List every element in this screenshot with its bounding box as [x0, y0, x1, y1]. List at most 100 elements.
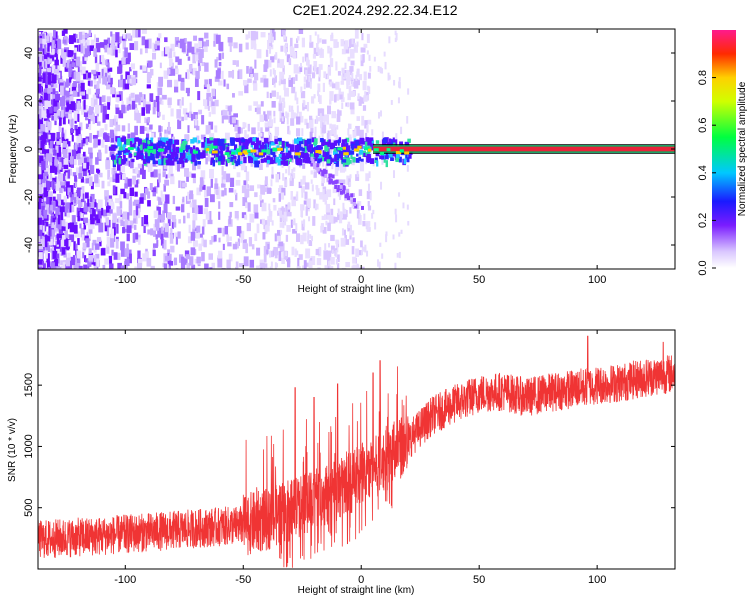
spectrogram-cell	[116, 206, 121, 216]
spectrogram-cell	[122, 173, 126, 180]
spectrogram-cell	[130, 137, 135, 143]
spectrogram-cell	[98, 149, 102, 160]
spectrogram-cell	[225, 173, 231, 183]
spectrogram-cell	[264, 59, 269, 69]
spectrogram-cell	[287, 165, 291, 176]
spectrogram-cell	[357, 68, 360, 76]
spectrogram-cell	[193, 137, 198, 143]
spectrogram-cell	[101, 207, 104, 216]
spectrogram-cell	[277, 137, 282, 142]
spectrogram-cell	[45, 267, 50, 269]
colorbar-tick-label: 0.8	[697, 70, 709, 85]
spectrogram-cell	[211, 262, 215, 269]
spectrogram-cell	[118, 147, 123, 151]
spectrogram-cell	[276, 91, 279, 100]
spectrogram-cell	[263, 245, 269, 256]
spectrogram-cell	[41, 148, 46, 158]
spectrogram-cell	[55, 145, 59, 153]
colorbar-ticks: 0.00.20.40.60.8	[697, 70, 716, 276]
spectrogram-cell	[62, 58, 66, 67]
spectrogram-cell	[296, 266, 301, 269]
spectrogram-cell	[244, 130, 247, 140]
spectrogram-cell	[308, 75, 311, 82]
spectrogram-cell	[331, 158, 335, 163]
spectrogram-cell	[305, 248, 311, 259]
spectrogram-cell	[159, 62, 162, 69]
spectrogram-cell	[315, 248, 320, 256]
spectrogram-cell	[351, 143, 354, 151]
spectrogram-cell	[150, 228, 154, 236]
spectrogram-cell	[78, 31, 83, 40]
spectrogram-cell	[58, 200, 62, 206]
spectrogram-cell	[135, 107, 138, 113]
spectrogram-cell	[371, 129, 374, 136]
spectrogram-cell	[398, 192, 401, 197]
spectrogram-cell	[250, 159, 254, 167]
spectrogram-cell	[136, 208, 141, 219]
spectrogram-cell	[38, 196, 44, 204]
spectrogram-cell	[168, 173, 171, 179]
spectrogram-cell	[79, 211, 82, 218]
spectrogram-cell	[130, 132, 136, 141]
spectrogram-cell	[44, 135, 47, 143]
spectrogram-cell	[344, 62, 347, 70]
spectrogram-cell	[185, 112, 190, 118]
spectrogram-cell	[309, 234, 312, 239]
spectrogram-cell	[269, 266, 273, 269]
spectrogram-cell	[250, 40, 254, 50]
spectrogram-cell	[348, 145, 353, 154]
spectrogram-cell	[141, 164, 145, 171]
spectrogram-cell	[107, 47, 112, 55]
spectrogram-cell	[75, 144, 79, 150]
spectrogram-cell	[257, 144, 261, 149]
spectrogram-cell	[270, 250, 275, 258]
spectrogram-cell	[85, 138, 89, 146]
spectrogram-cell	[339, 193, 342, 200]
spectrogram-cell	[367, 183, 370, 192]
spectrogram-cell	[134, 167, 139, 174]
spectrogram-cell	[343, 208, 347, 215]
spectrogram-cell	[156, 37, 161, 43]
spectrogram-cell	[245, 42, 249, 50]
spectrogram-cell	[69, 185, 74, 195]
spectrogram-cell	[325, 220, 328, 226]
spectrogram-cell	[227, 37, 233, 43]
spectrogram-cell	[153, 169, 158, 178]
spectrogram-cell	[203, 137, 207, 144]
spectrogram-cell	[269, 188, 272, 194]
spectrogram-cell	[107, 195, 113, 202]
spectrogram-cell	[347, 93, 351, 101]
spectrogram-cell	[335, 159, 339, 167]
spectrogram-cell	[299, 115, 304, 123]
spectrogram-cell	[318, 95, 322, 104]
spectrogram-cell	[83, 264, 88, 269]
spectrogram-cell	[281, 29, 286, 36]
spectrogram-cell	[147, 229, 152, 235]
spectrogram-cell	[53, 48, 58, 58]
spectrogram-cell	[133, 199, 139, 205]
spectrogram-cell	[243, 197, 248, 203]
spectrogram-cell	[192, 213, 198, 221]
spectrogram-cell	[169, 160, 175, 166]
spectrogram-cell	[255, 137, 259, 143]
spectrogram-cell	[371, 145, 374, 151]
spectrogram-cell	[315, 145, 319, 151]
spectrogram-cell	[356, 71, 359, 76]
spectrogram-cell	[119, 201, 123, 209]
spectrogram-cell	[219, 41, 224, 52]
spectrogram-cell	[341, 159, 347, 163]
spectrogram-cell	[235, 179, 241, 186]
spectrogram-cell	[137, 250, 141, 260]
spectrogram-cell	[77, 113, 80, 122]
spectrogram-cell	[106, 210, 111, 217]
spectrogram-cell	[58, 162, 62, 170]
spectrogram-hotspot	[206, 148, 210, 152]
spectrogram-cell	[393, 268, 396, 269]
spectrogram-cell	[161, 226, 164, 234]
spectrogram-cell	[99, 129, 104, 137]
spectrogram-cell	[348, 134, 352, 139]
spectrogram-cell	[360, 54, 363, 61]
spectrogram-cell	[335, 250, 338, 258]
spectrogram-cell	[381, 253, 384, 259]
spectrogram-cell	[223, 138, 227, 145]
